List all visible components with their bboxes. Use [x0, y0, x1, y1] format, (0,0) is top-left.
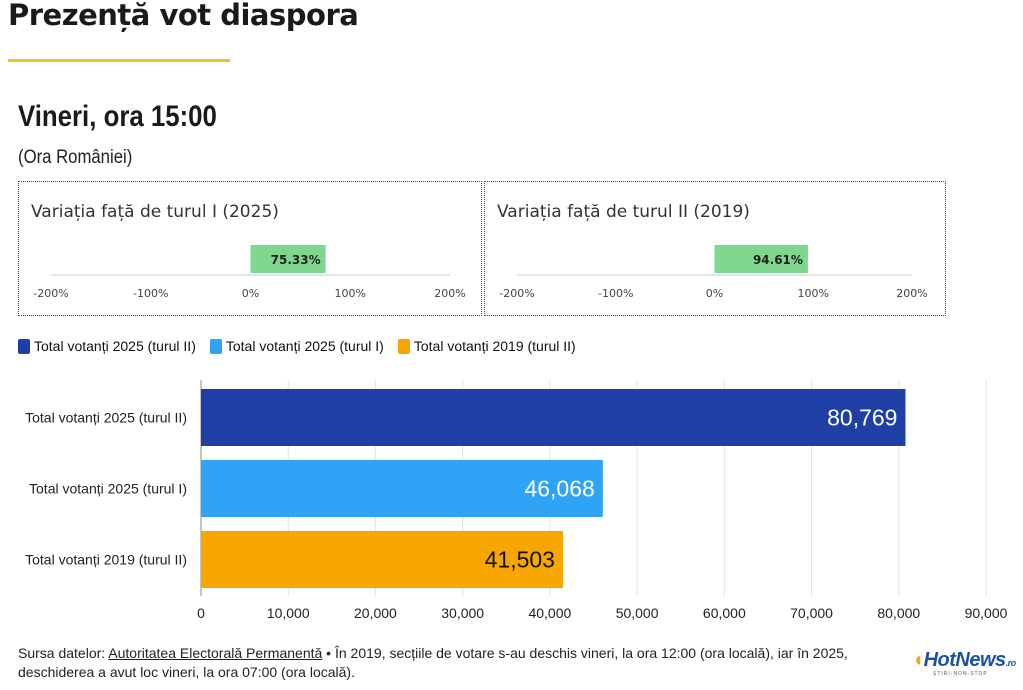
category-label: Total votanți 2025 (turul II)	[25, 410, 187, 426]
hotnews-logo: ◖HotNews.ro	[912, 649, 1016, 672]
gauge-tick-label: -100%	[133, 287, 168, 300]
x-tick-label: 0	[197, 605, 205, 621]
gauge-tick-label: 0%	[706, 287, 723, 300]
bar-value-label: 80,769	[827, 405, 897, 431]
x-tick-label: 40,000	[528, 605, 571, 621]
gauge-value-label: 94.61%	[753, 253, 803, 267]
page-title: Prezență vot diaspora	[8, 0, 359, 32]
legend-item: Total votanți 2019 (turul II)	[397, 338, 576, 354]
gauge-tick-label: -200%	[33, 287, 68, 300]
legend-label: Total votanți 2025 (turul II)	[34, 338, 196, 354]
variation-panel-round2: Variația față de turul II (2019) -200% -1…	[484, 181, 946, 316]
x-tick-label: 60,000	[703, 605, 746, 621]
variation-panel-title: Variația față de turul I (2025)	[31, 202, 279, 222]
bar	[201, 389, 906, 446]
bar-value-label: 46,068	[524, 476, 594, 502]
variation-panel-round1: Variația față de turul I (2025) -200% -10…	[18, 181, 482, 316]
source-link[interactable]: Autoritatea Electorală Permanentă	[108, 645, 323, 661]
timezone-note: (Ora României)	[18, 147, 133, 168]
gauge-tick-label: -200%	[499, 287, 534, 300]
legend-item: Total votanți 2025 (turul I)	[209, 338, 384, 354]
variation-gauge: -200% -100% 0% 100% 200% 75.33%	[33, 245, 466, 300]
legend-item: Total votanți 2025 (turul II)	[18, 338, 196, 354]
legend-label: Total votanți 2019 (turul II)	[413, 338, 576, 354]
gauge-bar	[714, 245, 808, 273]
bar-value-label: 41,503	[485, 547, 555, 573]
logo-tagline: ȘTIRI-NON-STOP	[933, 671, 988, 677]
footer-note: • În 2019, secțiile de votare s-au desch…	[18, 645, 848, 680]
title-underline	[8, 59, 230, 62]
category-label: Total votanți 2019 (turul II)	[25, 552, 187, 568]
gauge-bar	[250, 245, 326, 273]
category-label: Total votanți 2025 (turul I)	[29, 481, 187, 497]
x-tick-label: 10,000	[267, 605, 310, 621]
legend-label: Total votanți 2025 (turul I)	[225, 338, 384, 354]
gauge-tick-label: -100%	[598, 287, 633, 300]
source-footer: Sursa datelor: Autoritatea Electorală Pe…	[18, 644, 878, 682]
gauge-tick-label: 200%	[434, 287, 465, 300]
x-tick-label: 80,000	[877, 605, 920, 621]
chart-subtitle: Vineri, ora 15:00	[18, 100, 217, 133]
logo-icon: ◖	[912, 649, 924, 671]
x-tick-label: 20,000	[354, 605, 397, 621]
logo-suffix: .ro	[1005, 658, 1017, 668]
x-tick-label: 30,000	[441, 605, 484, 621]
x-tick-label: 90,000	[965, 605, 1008, 621]
logo-name: HotNews	[923, 649, 1007, 671]
bar	[201, 531, 563, 588]
gauge-tick-label: 0%	[242, 287, 259, 300]
gauge-tick-label: 100%	[335, 287, 366, 300]
legend-swatch	[18, 338, 30, 354]
chart-legend: Total votanți 2025 (turul II) Total vota…	[18, 338, 576, 354]
x-tick-label: 70,000	[790, 605, 833, 621]
bar	[201, 460, 603, 517]
legend-swatch	[397, 338, 410, 354]
bar-chart: 0 10,000 20,000 30,000 40,000 50,000 60,000 70,…	[25, 380, 1008, 621]
x-tick-label: 50,000	[616, 605, 659, 621]
variation-panel-title: Variația față de turul II (2019)	[497, 202, 750, 222]
gauge-tick-label: 100%	[798, 287, 829, 300]
gauge-value-label: 75.33%	[271, 253, 321, 267]
variation-gauge: -200% -100% 0% 100% 200% 94.61%	[499, 245, 928, 300]
gauge-tick-label: 200%	[896, 287, 927, 300]
source-prefix: Sursa datelor:	[18, 645, 109, 661]
legend-swatch	[209, 338, 222, 354]
